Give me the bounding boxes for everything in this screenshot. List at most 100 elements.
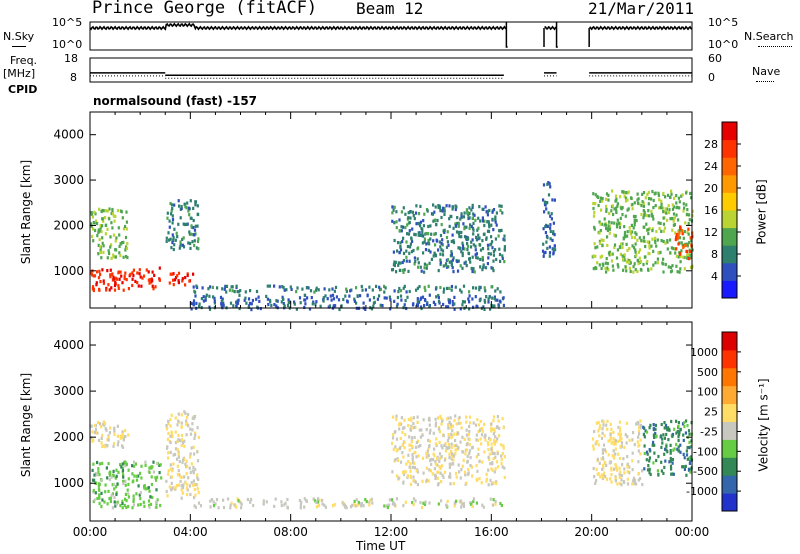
velocity-cell [176,464,179,468]
power-cell [266,297,269,301]
power-cell [675,235,678,239]
power-cell [426,209,429,213]
velocity-cell [401,451,404,455]
velocity-cell [127,504,130,509]
velocity-cell [398,421,401,426]
velocity-cell [383,504,386,508]
velocity-cell [139,491,142,495]
power-cell [637,197,640,201]
velocity-cell [596,440,599,444]
cpid-label: CPID [8,83,38,96]
power-cell [397,290,400,294]
velocity-cell [461,503,464,507]
power-cell [607,198,610,202]
power-cell [174,238,177,242]
power-cell [398,268,401,272]
power-cell [409,210,412,214]
power-cell [664,210,667,214]
velocity-cell [688,446,691,450]
power-cell [474,286,478,290]
power-cell [402,236,405,240]
velocity-cell [403,426,406,430]
power-cell [460,214,463,218]
power-cell [411,239,414,244]
velocity-cell [404,470,407,474]
velocity-cell [614,479,617,483]
velocity-cell [602,463,605,467]
power-colorbar-tick-label: 28 [704,138,718,151]
power-cell [616,248,619,252]
power-cell [149,278,152,282]
power-cell [428,293,431,297]
power-cell [623,233,626,237]
velocity-cell [498,434,501,438]
velocity-cell [610,427,613,431]
power-cell [270,303,273,308]
power-cell [607,268,610,272]
power-cell [474,253,477,257]
velocity-cell [626,462,629,466]
power-cell [501,256,504,260]
velocity-cell [171,469,174,473]
velocity-cell [664,459,667,463]
velocity-cell [229,506,232,510]
power-cell [423,240,426,244]
power-cell [194,224,197,228]
velocity-cell [501,465,504,469]
velocity-cell [637,426,641,430]
velocity-cell [677,449,680,453]
power-cell [250,308,253,312]
power-cell [481,268,484,272]
power-cell [417,212,421,216]
velocity-cell [610,468,613,472]
velocity-cell [412,422,415,426]
velocity-cell [620,474,623,478]
power-cell [391,205,394,209]
power-cell [192,226,195,230]
power-cell [598,263,601,267]
velocity-cell [479,437,482,441]
power-cell [112,275,115,279]
power-cell [675,201,678,205]
velocity-cell [666,428,669,432]
beam-title: Beam 12 [356,0,424,18]
velocity-cell [140,476,143,480]
velocity-cell [432,458,435,462]
velocity-cell [500,457,503,462]
velocity-cell [360,502,364,506]
power-cell [634,248,637,252]
power-cell [454,285,457,289]
power-cell [408,229,411,233]
power-cell [101,236,104,240]
power-cell [664,195,667,199]
power-cell [346,299,349,303]
velocity-cell [181,491,184,495]
power-cell [328,288,331,292]
velocity-cell [135,492,138,496]
velocity-cell [402,455,405,459]
power-cell [469,260,472,264]
power-cell [96,270,99,274]
velocity-cell [280,500,283,504]
velocity-cell [607,439,610,443]
power-cell [423,285,426,289]
power-cell [326,297,329,301]
power-cell [119,270,122,274]
power-cell [487,229,491,233]
power-cell [665,211,668,215]
velocity-cell [300,500,303,504]
velocity-cell [169,440,172,445]
velocity-cell [448,462,451,466]
power-cell [303,298,306,302]
velocity-cell [436,476,439,480]
velocity-cell [416,482,419,487]
velocity-cell [197,501,201,505]
velocity-cell [188,484,192,488]
velocity-cell [450,449,453,454]
velocity-cell [446,417,449,421]
power-cell [680,241,683,245]
power-cell [192,206,195,210]
velocity-cell [665,432,668,437]
velocity-cell [610,441,613,445]
